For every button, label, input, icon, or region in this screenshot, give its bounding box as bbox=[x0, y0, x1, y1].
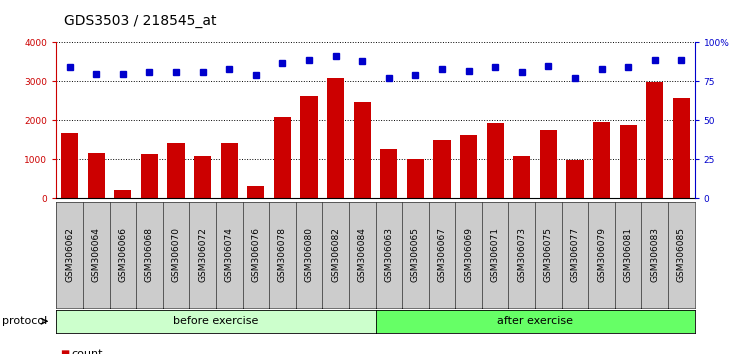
Text: GSM306077: GSM306077 bbox=[571, 227, 580, 282]
Bar bbox=[327, 78, 344, 198]
Bar bbox=[274, 117, 291, 198]
Text: GSM306067: GSM306067 bbox=[438, 227, 447, 282]
Bar bbox=[407, 159, 424, 198]
Text: protocol: protocol bbox=[2, 316, 47, 326]
Text: GSM306082: GSM306082 bbox=[331, 227, 340, 282]
Text: ■: ■ bbox=[60, 349, 69, 354]
Bar bbox=[114, 190, 131, 198]
Bar bbox=[354, 102, 371, 198]
Bar bbox=[247, 186, 264, 198]
Bar bbox=[646, 82, 663, 198]
Bar bbox=[221, 143, 238, 198]
Text: GSM306064: GSM306064 bbox=[92, 227, 101, 282]
Text: GSM306068: GSM306068 bbox=[145, 227, 154, 282]
Bar bbox=[513, 156, 530, 198]
Bar bbox=[61, 133, 78, 198]
Text: GSM306065: GSM306065 bbox=[411, 227, 420, 282]
Text: GDS3503 / 218545_at: GDS3503 / 218545_at bbox=[64, 14, 216, 28]
Text: before exercise: before exercise bbox=[173, 316, 258, 326]
Bar bbox=[300, 96, 318, 198]
Text: GSM306079: GSM306079 bbox=[597, 227, 606, 282]
Bar bbox=[433, 140, 451, 198]
Text: GSM306072: GSM306072 bbox=[198, 227, 207, 282]
Text: GSM306066: GSM306066 bbox=[119, 227, 128, 282]
Text: GSM306085: GSM306085 bbox=[677, 227, 686, 282]
Bar bbox=[593, 122, 611, 198]
Text: GSM306062: GSM306062 bbox=[65, 227, 74, 282]
Bar bbox=[487, 123, 504, 198]
Bar bbox=[140, 154, 158, 198]
Bar bbox=[540, 130, 557, 198]
Text: GSM306070: GSM306070 bbox=[171, 227, 180, 282]
Bar bbox=[566, 160, 584, 198]
Text: GSM306073: GSM306073 bbox=[517, 227, 526, 282]
Text: GSM306074: GSM306074 bbox=[225, 227, 234, 282]
Text: after exercise: after exercise bbox=[497, 316, 573, 326]
Bar bbox=[194, 156, 211, 198]
Text: GSM306063: GSM306063 bbox=[385, 227, 394, 282]
Text: GSM306084: GSM306084 bbox=[357, 227, 366, 282]
Text: GSM306076: GSM306076 bbox=[252, 227, 261, 282]
Bar bbox=[460, 135, 477, 198]
Text: count: count bbox=[71, 349, 103, 354]
Bar bbox=[88, 153, 105, 198]
Bar bbox=[673, 98, 690, 198]
Text: GSM306081: GSM306081 bbox=[623, 227, 632, 282]
Text: GSM306075: GSM306075 bbox=[544, 227, 553, 282]
Bar bbox=[620, 125, 637, 198]
Text: GSM306083: GSM306083 bbox=[650, 227, 659, 282]
Text: GSM306080: GSM306080 bbox=[304, 227, 313, 282]
Text: GSM306069: GSM306069 bbox=[464, 227, 473, 282]
Bar bbox=[167, 143, 185, 198]
Bar bbox=[380, 149, 397, 198]
Text: GSM306071: GSM306071 bbox=[490, 227, 499, 282]
Text: GSM306078: GSM306078 bbox=[278, 227, 287, 282]
